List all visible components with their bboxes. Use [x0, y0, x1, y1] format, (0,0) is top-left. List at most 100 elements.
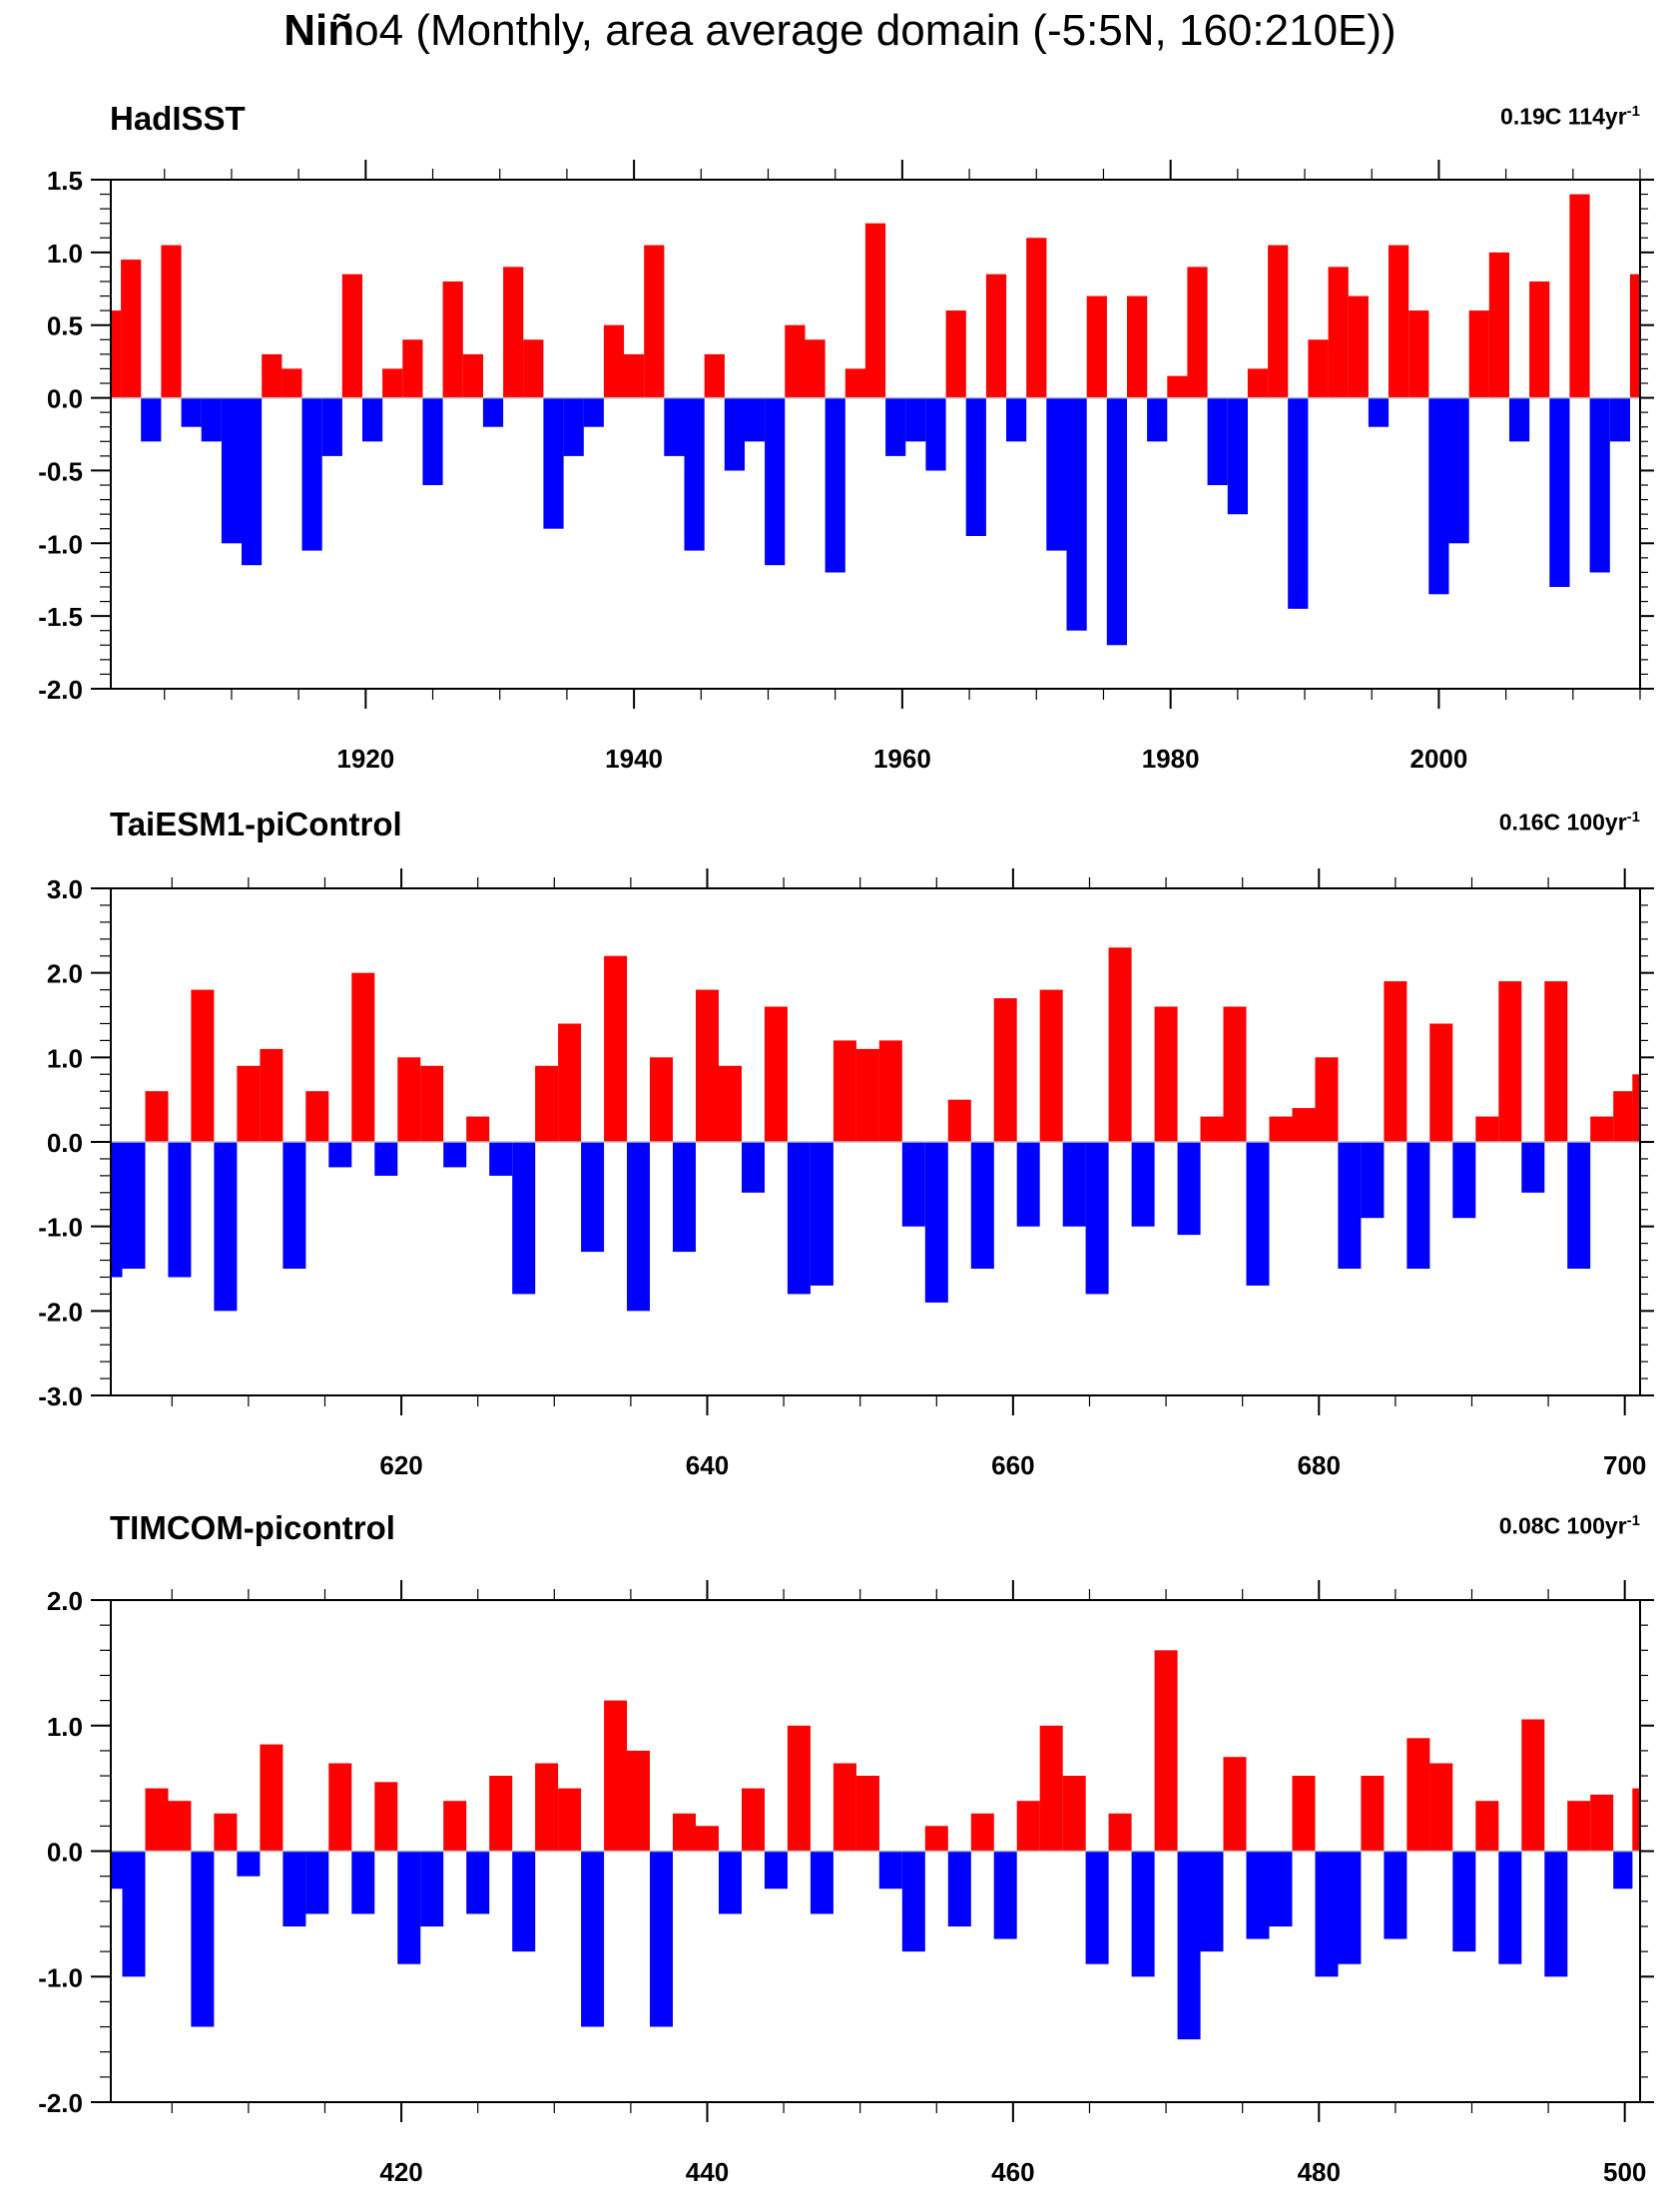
panel-1-bar: [1308, 339, 1329, 398]
panel-2-bar: [878, 1040, 902, 1142]
panel-1-bar: [885, 397, 906, 456]
panel-1-bar: [141, 397, 162, 442]
panel-2-bar: [1154, 1006, 1178, 1142]
panel-1-bar: [1389, 245, 1409, 398]
figure-title: Niño4 (Monthly, area average domain (-5:…: [283, 6, 1397, 55]
panel-1-bar: [985, 274, 1007, 398]
panel-3-bar: [260, 1744, 283, 1852]
panel-3-ytick-label: 0.0: [47, 1838, 83, 1868]
panel-3-bar: [719, 1851, 742, 1914]
panel-1-bar: [1509, 397, 1530, 442]
panel-2-bar: [512, 1142, 536, 1295]
panel-1-bar: [905, 397, 926, 442]
panel-1-bar: [583, 397, 604, 427]
panel-1-bar: [603, 324, 625, 398]
panel-3-bar: [466, 1851, 490, 1914]
panel-3-bar: [673, 1813, 696, 1852]
panel-1-ytick-label: 0.5: [47, 311, 83, 341]
panel-3-bar: [1632, 1788, 1640, 1852]
panel-1-frame: [110, 179, 1641, 690]
panel-3-ytick-label: -1.0: [38, 1962, 83, 1992]
panel-3-bar: [443, 1801, 467, 1852]
panel-2-bar: [1039, 989, 1063, 1142]
panel-3-xtick-label: 460: [991, 2157, 1034, 2187]
panel-2-ytick-label: 1.0: [47, 1043, 83, 1073]
panel-1-xtick-label: 1960: [873, 744, 931, 774]
panel-2-bar: [1498, 981, 1522, 1142]
panel-1-bar: [1448, 397, 1469, 544]
panel-3-bar: [1406, 1738, 1430, 1852]
panel-2-bar: [833, 1040, 856, 1142]
panel-1-bar: [1549, 397, 1570, 587]
panel-3-bar: [168, 1801, 192, 1852]
panel-1-bar: [1488, 252, 1509, 398]
panel-2-bar: [282, 1142, 306, 1269]
panel-3-bar: [1177, 1851, 1201, 2040]
panel-1-xtick-label: 1940: [605, 744, 663, 774]
panel-1-bar: [1247, 368, 1269, 398]
panel-2-bar: [1016, 1142, 1040, 1227]
panel-2-bar: [1200, 1116, 1224, 1142]
panel-2-bar: [1292, 1108, 1316, 1142]
panel-1-bar: [1127, 295, 1148, 398]
panel-3-bar: [145, 1788, 169, 1852]
panel-2-bar: [696, 989, 719, 1142]
panel-1-bar: [462, 353, 483, 398]
panel-2-xtick-label: 660: [991, 1450, 1034, 1480]
panel-3-bar: [1429, 1763, 1453, 1852]
panel-2-bar: [374, 1142, 398, 1176]
panel-3-bar: [1338, 1851, 1362, 1964]
panel-2-bar: [1521, 1142, 1545, 1193]
panel-3-bar: [214, 1813, 238, 1852]
panel-2-ytick-label: -3.0: [38, 1381, 83, 1411]
panel-3-bar: [191, 1851, 215, 2027]
panel-1-bar: [121, 260, 142, 398]
panel-2-bar: [1338, 1142, 1362, 1269]
panel-1-bar: [1589, 397, 1610, 573]
panel-3-bar: [1384, 1851, 1407, 1939]
panel-3-bar: [397, 1851, 421, 1964]
panel-2-bar: [237, 1065, 261, 1142]
panel-3-bar: [1544, 1851, 1568, 1977]
panel-1-bar: [1368, 397, 1390, 427]
panel-1-bar: [161, 245, 182, 398]
panel-2-xtick-label: 640: [686, 1450, 729, 1480]
panel-3-bar: [1315, 1851, 1339, 1977]
panel-2-bar: [1085, 1142, 1109, 1295]
panel-3-bar: [282, 1851, 306, 1926]
panel-2-bar: [1429, 1023, 1453, 1142]
panel-3-bar: [558, 1788, 582, 1852]
panel-2-ytick-label: 3.0: [47, 874, 83, 904]
panel-2-bar: [1452, 1142, 1476, 1219]
panel-2-bar: [466, 1116, 490, 1142]
panel-3-bar: [1613, 1851, 1633, 1890]
panel-2-bar: [1223, 1006, 1247, 1142]
panel-1-bar: [563, 397, 584, 456]
panel-2-bar: [420, 1065, 444, 1142]
panel-2-bar: [810, 1142, 834, 1286]
panel-1-ytick-label: 0.0: [47, 384, 83, 414]
panel-1-bar: [825, 397, 845, 573]
panel-3-bar: [627, 1750, 650, 1852]
panel-2-bar: [673, 1142, 696, 1253]
panel-1-bar: [422, 397, 443, 485]
panel-2-xtick-label: 700: [1603, 1450, 1646, 1480]
panel-3-bar: [1361, 1776, 1385, 1852]
panel-1-bar: [805, 339, 826, 398]
panel-3-trend: 0.08C 100yr-1: [1498, 1512, 1640, 1539]
panel-1-bar: [965, 397, 986, 536]
panel-1-bar: [341, 274, 362, 398]
panel-1-bar: [624, 353, 645, 398]
panel-2-bar: [993, 998, 1017, 1142]
panel-3-bar: [742, 1788, 765, 1852]
panel-3-bar: [1498, 1851, 1522, 1964]
panel-2-bar: [581, 1142, 605, 1253]
panel-1-bar: [242, 397, 263, 566]
panel-3-bar: [512, 1851, 536, 1952]
panel-1-bar: [301, 397, 322, 551]
panel-3-bar: [924, 1826, 948, 1852]
panel-3-bar: [947, 1851, 971, 1926]
panel-3-bar: [1452, 1851, 1476, 1952]
panel-1-bar: [864, 223, 886, 398]
panel-3-bar: [420, 1851, 444, 1926]
